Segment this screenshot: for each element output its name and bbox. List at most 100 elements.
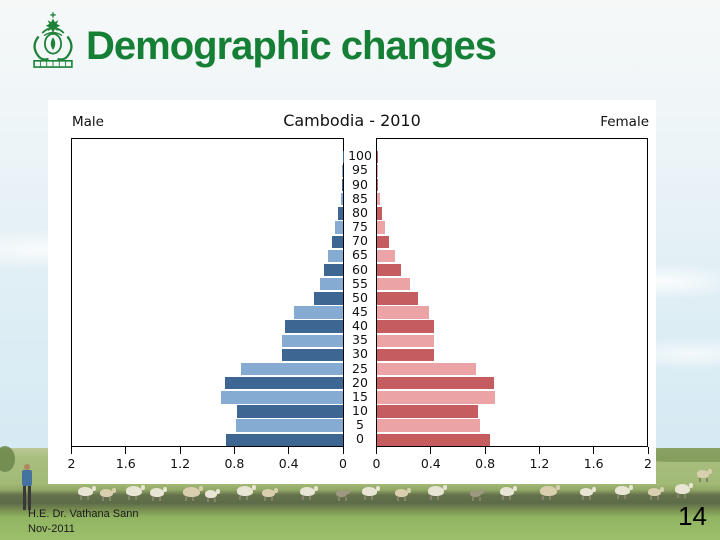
bar-female-age-5: [377, 419, 481, 432]
x-tick-label-male-0: 0: [339, 456, 347, 471]
age-label-70: 70: [352, 233, 368, 249]
pyramid-chart: Male Cambodia - 2010 Female 0 5 10 15 20 25 30…: [48, 100, 656, 484]
age-label-10: 10: [352, 403, 368, 418]
bar-male-age-85: [340, 193, 343, 206]
bar-female-age-75: [377, 221, 386, 234]
x-tick-male-0: [342, 447, 344, 454]
x-tick-male-0.8: [233, 447, 235, 454]
female-axis-label: Female: [600, 114, 649, 130]
cow: [262, 488, 278, 501]
x-tick-label-male-0.4: 0.4: [278, 456, 299, 471]
age-label-95: 95: [352, 162, 368, 178]
x-tick-female-0.4: [430, 447, 432, 454]
bar-male-age-30: [281, 348, 343, 362]
bar-male-age-80: [337, 207, 343, 220]
age-label-75: 75: [352, 219, 368, 235]
x-tick-label-male-0.8: 0.8: [224, 456, 245, 471]
x-tick-male-1.6: [125, 447, 127, 454]
person-legs: [23, 486, 31, 510]
person-head: [24, 464, 30, 470]
page-number: 14: [678, 501, 707, 531]
age-label-35: 35: [352, 332, 368, 348]
bar-male-age-70: [332, 235, 343, 248]
male-axis-label: Male: [72, 114, 104, 130]
slide-title: Demographic changes: [86, 24, 497, 68]
cow: [150, 487, 167, 501]
bar-female-age-45: [377, 306, 429, 319]
herder-person: [20, 464, 35, 510]
bar-female-age-20: [377, 377, 494, 390]
x-tick-label-male-2: 2: [67, 456, 76, 471]
bar-female-age-0: [377, 433, 490, 446]
bar-male-age-65: [328, 249, 343, 263]
bar-male-age-20: [224, 377, 343, 390]
age-label-5: 5: [356, 417, 364, 433]
x-tick-label-female-1.2: 1.2: [529, 456, 550, 471]
male-panel: [71, 138, 344, 447]
age-label-90: 90: [352, 176, 368, 192]
bar-male-age-35: [281, 334, 343, 347]
bar-male-age-55: [319, 277, 343, 291]
cow: [500, 486, 517, 500]
cow: [675, 483, 693, 498]
cow: [580, 487, 596, 500]
age-label-80: 80: [352, 204, 368, 220]
bar-female-age-65: [377, 249, 395, 263]
bar-male-age-10: [236, 405, 343, 418]
cow: [697, 469, 712, 482]
bar-male-age-15: [220, 391, 343, 404]
age-label-25: 25: [352, 360, 368, 376]
cow: [648, 487, 664, 500]
age-label-100: 100: [348, 148, 372, 164]
x-tick-female-2: [647, 447, 649, 454]
bar-male-age-60: [323, 263, 343, 277]
age-label-50: 50: [352, 289, 368, 305]
age-label-45: 45: [352, 303, 368, 319]
cow: [183, 486, 203, 501]
cow: [100, 488, 116, 501]
royal-emblem-logo: [33, 12, 73, 68]
bar-male-age-75: [334, 221, 343, 234]
x-tick-label-female-1.6: 1.6: [583, 456, 604, 471]
bar-female-age-70: [377, 235, 390, 248]
x-tick-male-2: [71, 447, 72, 454]
cow: [237, 485, 256, 500]
x-tick-male-1.2: [179, 447, 181, 454]
bar-female-age-55: [377, 277, 410, 291]
age-label-20: 20: [352, 374, 368, 390]
x-tick-female-0.8: [484, 447, 486, 454]
bar-female-age-85: [377, 193, 380, 206]
cow: [470, 489, 484, 501]
person-torso: [22, 470, 32, 486]
bar-male-age-90: [341, 178, 343, 192]
cow: [540, 485, 560, 500]
age-label-55: 55: [352, 275, 368, 291]
age-label-0: 0: [356, 431, 364, 447]
x-tick-male-0.4: [288, 447, 290, 454]
x-tick-female-0: [376, 447, 377, 454]
bar-female-age-90: [377, 178, 379, 192]
bar-female-age-40: [377, 320, 435, 333]
female-panel: [376, 138, 648, 447]
bar-male-age-45: [294, 306, 343, 319]
bar-male-age-95: [342, 164, 343, 178]
bar-female-age-15: [377, 391, 496, 404]
bar-male-age-5: [235, 419, 343, 432]
x-tick-female-1.6: [593, 447, 595, 454]
age-label-15: 15: [352, 388, 368, 404]
cow: [336, 489, 350, 501]
x-tick-label-female-0.8: 0.8: [475, 456, 496, 471]
bar-female-age-95: [377, 164, 378, 178]
bar-female-age-80: [377, 207, 383, 220]
bush: [0, 446, 15, 472]
x-tick-label-male-1.2: 1.2: [170, 456, 191, 471]
age-label-40: 40: [352, 318, 368, 334]
cow: [78, 486, 96, 500]
bar-female-age-60: [377, 263, 402, 277]
bar-male-age-25: [241, 362, 343, 376]
bar-female-age-35: [377, 334, 435, 347]
cow: [300, 486, 318, 500]
age-label-65: 65: [352, 247, 368, 263]
age-label-85: 85: [352, 190, 368, 206]
